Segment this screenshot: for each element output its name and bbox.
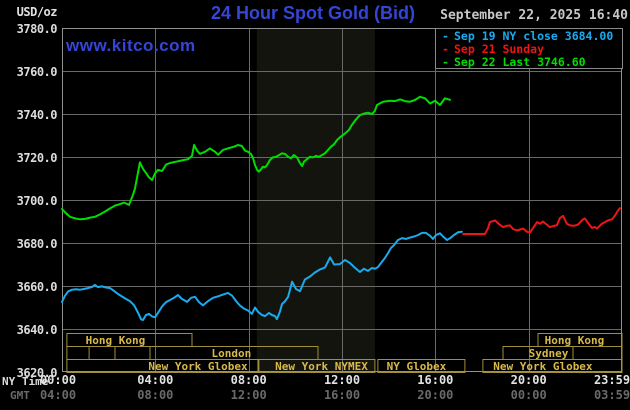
- legend-dash-icon: -: [442, 55, 449, 69]
- session-label: New York Globex: [493, 360, 593, 373]
- time-axis-label-gmt: 08:00: [137, 388, 174, 402]
- session-box: [66, 359, 259, 373]
- legend-dash-icon: -: [442, 42, 449, 56]
- session-label: London: [212, 347, 252, 360]
- time-axis-label-gmt: 16:00: [323, 388, 361, 402]
- price-axis-label: 3780.0: [16, 22, 58, 36]
- gmt-axis-caption: GMT: [10, 389, 30, 402]
- time-axis-label-gmt: 03:59: [593, 388, 630, 402]
- legend-entry: - Sep 22 Last 3746.60: [442, 56, 622, 69]
- price-axis-label: 3700.0: [16, 194, 58, 208]
- session-label: New York NYMEX: [275, 360, 368, 373]
- legend-entry-label: Sep 19 NY close 3684.00: [454, 29, 614, 43]
- legend-entry-label: Sep 21 Sunday: [454, 42, 545, 56]
- session-box: [377, 359, 466, 373]
- session-label: Sydney: [529, 347, 569, 360]
- time-axis-label-ny: 16:00: [417, 373, 454, 387]
- time-axis-label-ny: 12:00: [323, 373, 361, 387]
- price-axis-label: 3640.0: [16, 323, 58, 337]
- price-axis-label: 3680.0: [16, 237, 58, 251]
- plot-frame: [62, 28, 622, 372]
- time-axis-label-ny: 08:00: [230, 373, 267, 387]
- session-box: [258, 359, 376, 373]
- time-axis-label-ny: 04:00: [137, 373, 174, 387]
- time-axis-label-ny: 00:00: [39, 373, 77, 387]
- price-axis-label: 3620.0: [16, 366, 58, 380]
- session-label: NY Globex: [387, 360, 447, 373]
- time-axis-label-gmt: 20:00: [417, 388, 454, 402]
- price-axis-label: 3740.0: [16, 108, 58, 122]
- time-axis-label-gmt: 00:00: [510, 388, 547, 402]
- legend-entry-label: Sep 22 Last 3746.60: [454, 55, 586, 69]
- chart-datetime: September 22, 2025 16:40: [440, 8, 628, 23]
- series-line-sep22: [61, 95, 451, 221]
- series-legend: - Sep 19 NY close 3684.00- Sep 21 Sunday - S…: [435, 28, 623, 69]
- chart-title: 24 Hour Spot Gold (Bid): [211, 3, 415, 23]
- session-label: Hong Kong: [545, 334, 605, 347]
- ny-time-axis-caption: NY Time: [2, 375, 49, 388]
- time-axis-label-gmt: 12:00: [230, 388, 267, 402]
- time-axis-label-gmt: 04:00: [39, 388, 77, 402]
- price-axis-label: 3660.0: [16, 280, 58, 294]
- series-line-sep19: [61, 230, 463, 321]
- time-axis-label-ny: 20:00: [510, 373, 547, 387]
- legend-entry: - Sep 21 Sunday: [442, 43, 622, 56]
- kitco-watermark-link[interactable]: www.kitco.com: [66, 36, 196, 55]
- price-axis-label: 3720.0: [16, 151, 58, 165]
- session-label: New York Globex: [148, 360, 248, 373]
- price-units-label: USD/oz: [16, 5, 58, 19]
- legend-dash-icon: -: [442, 29, 449, 43]
- legend-entry: - Sep 19 NY close 3684.00: [442, 30, 622, 43]
- price-axis-label: 3760.0: [16, 65, 58, 79]
- time-axis-label-ny: 23:59: [593, 373, 630, 387]
- session-label: Hong Kong: [86, 334, 146, 347]
- series-line-sep21: [462, 207, 621, 235]
